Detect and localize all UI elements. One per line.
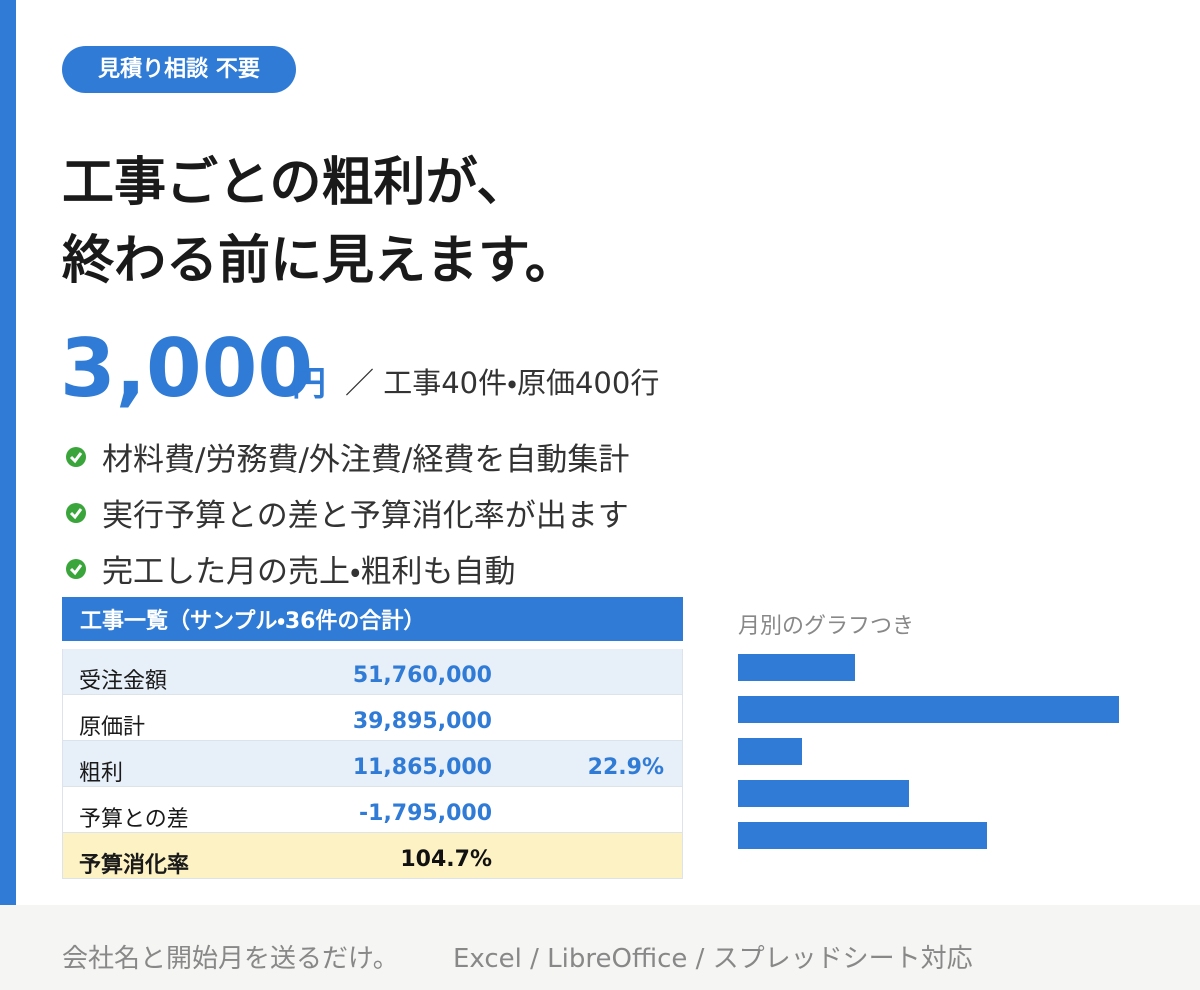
check-circle (66, 558, 86, 579)
bar (738, 738, 802, 765)
bar (738, 822, 987, 849)
row-label: 粗利 (79, 761, 124, 786)
footer-text: Excel / LibreOffice / スプレッドシート対応 (453, 944, 973, 974)
row-percent: 22.9% (587, 755, 664, 780)
table-row: 予算との差 -1,795,000 (62, 787, 683, 833)
bar (738, 696, 1119, 723)
chart-title: 月別のグラフつき (738, 614, 915, 639)
feature: 実行予算との差と予算消化率が出ます (66, 490, 629, 535)
headline: 工事ごとの粗利が、 (62, 153, 529, 213)
table-row: 粗利 11,865,000 22.9% (62, 741, 683, 787)
row-value: 104.7% (400, 847, 492, 872)
table-title: 工事一覧（サンプル・36件の合計） (62, 597, 683, 641)
table-row: 予算消化率 104.7% (62, 833, 683, 879)
row-label: 予算との差 (79, 807, 189, 832)
badge: 見積り相談 不要 (62, 46, 296, 93)
check-icon (66, 446, 86, 467)
summary-table: 工事一覧（サンプル・36件の合計） 受注金額 51,760,000 原価計 39,89… (62, 597, 683, 879)
price-amount: 3,000 (60, 322, 314, 415)
row-label: 予算消化率 (79, 853, 190, 878)
side-stripe (0, 0, 16, 905)
check-mark (69, 507, 83, 519)
check-circle (66, 502, 86, 523)
bar (738, 654, 855, 681)
row-label: 原価計 (79, 715, 146, 740)
feature-text: 完工した月の売上・粗利も自動 (102, 554, 516, 590)
chart (738, 654, 1119, 849)
feature: 完工した月の売上・粗利も自動 (66, 546, 516, 591)
check-circle (66, 446, 86, 467)
feature: 材料費/労務費/外注費/経費を自動集計 (66, 434, 629, 479)
price-unit: 円 (292, 364, 326, 404)
table-row: 原価計 39,895,000 (62, 695, 683, 741)
row-value: 39,895,000 (352, 709, 492, 734)
table-row: 受注金額 51,760,000 (62, 649, 683, 695)
price-note: ／ 工事40件・原価400行 (345, 366, 660, 400)
row-label: 受注金額 (79, 669, 168, 694)
row-value: 51,760,000 (352, 663, 492, 688)
headline: 終わる前に見えます。 (62, 231, 577, 291)
check-mark (69, 451, 83, 463)
feature-text: 材料費/労務費/外注費/経費を自動集計 (102, 442, 630, 478)
feature-text: 実行予算との差と予算消化率が出ます (102, 498, 629, 534)
footer-text: 会社名と開始月を送るだけ。 (62, 944, 399, 974)
bar (738, 780, 909, 807)
footer (0, 905, 1200, 990)
check-icon (66, 558, 86, 579)
row-value: -1,795,000 (359, 801, 492, 826)
check-icon (66, 502, 86, 523)
row-value: 11,865,000 (352, 755, 492, 780)
check-mark (69, 563, 83, 575)
